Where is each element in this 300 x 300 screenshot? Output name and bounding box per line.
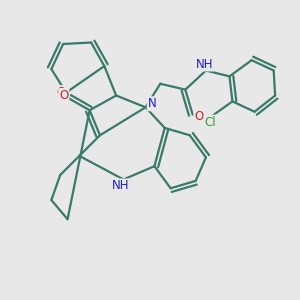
Text: N: N	[148, 97, 156, 110]
Text: NH: NH	[112, 179, 129, 192]
Text: O: O	[194, 110, 204, 123]
Text: Cl: Cl	[205, 116, 216, 128]
Text: O: O	[59, 89, 68, 102]
Text: NH: NH	[196, 58, 213, 70]
Text: O: O	[56, 86, 65, 99]
